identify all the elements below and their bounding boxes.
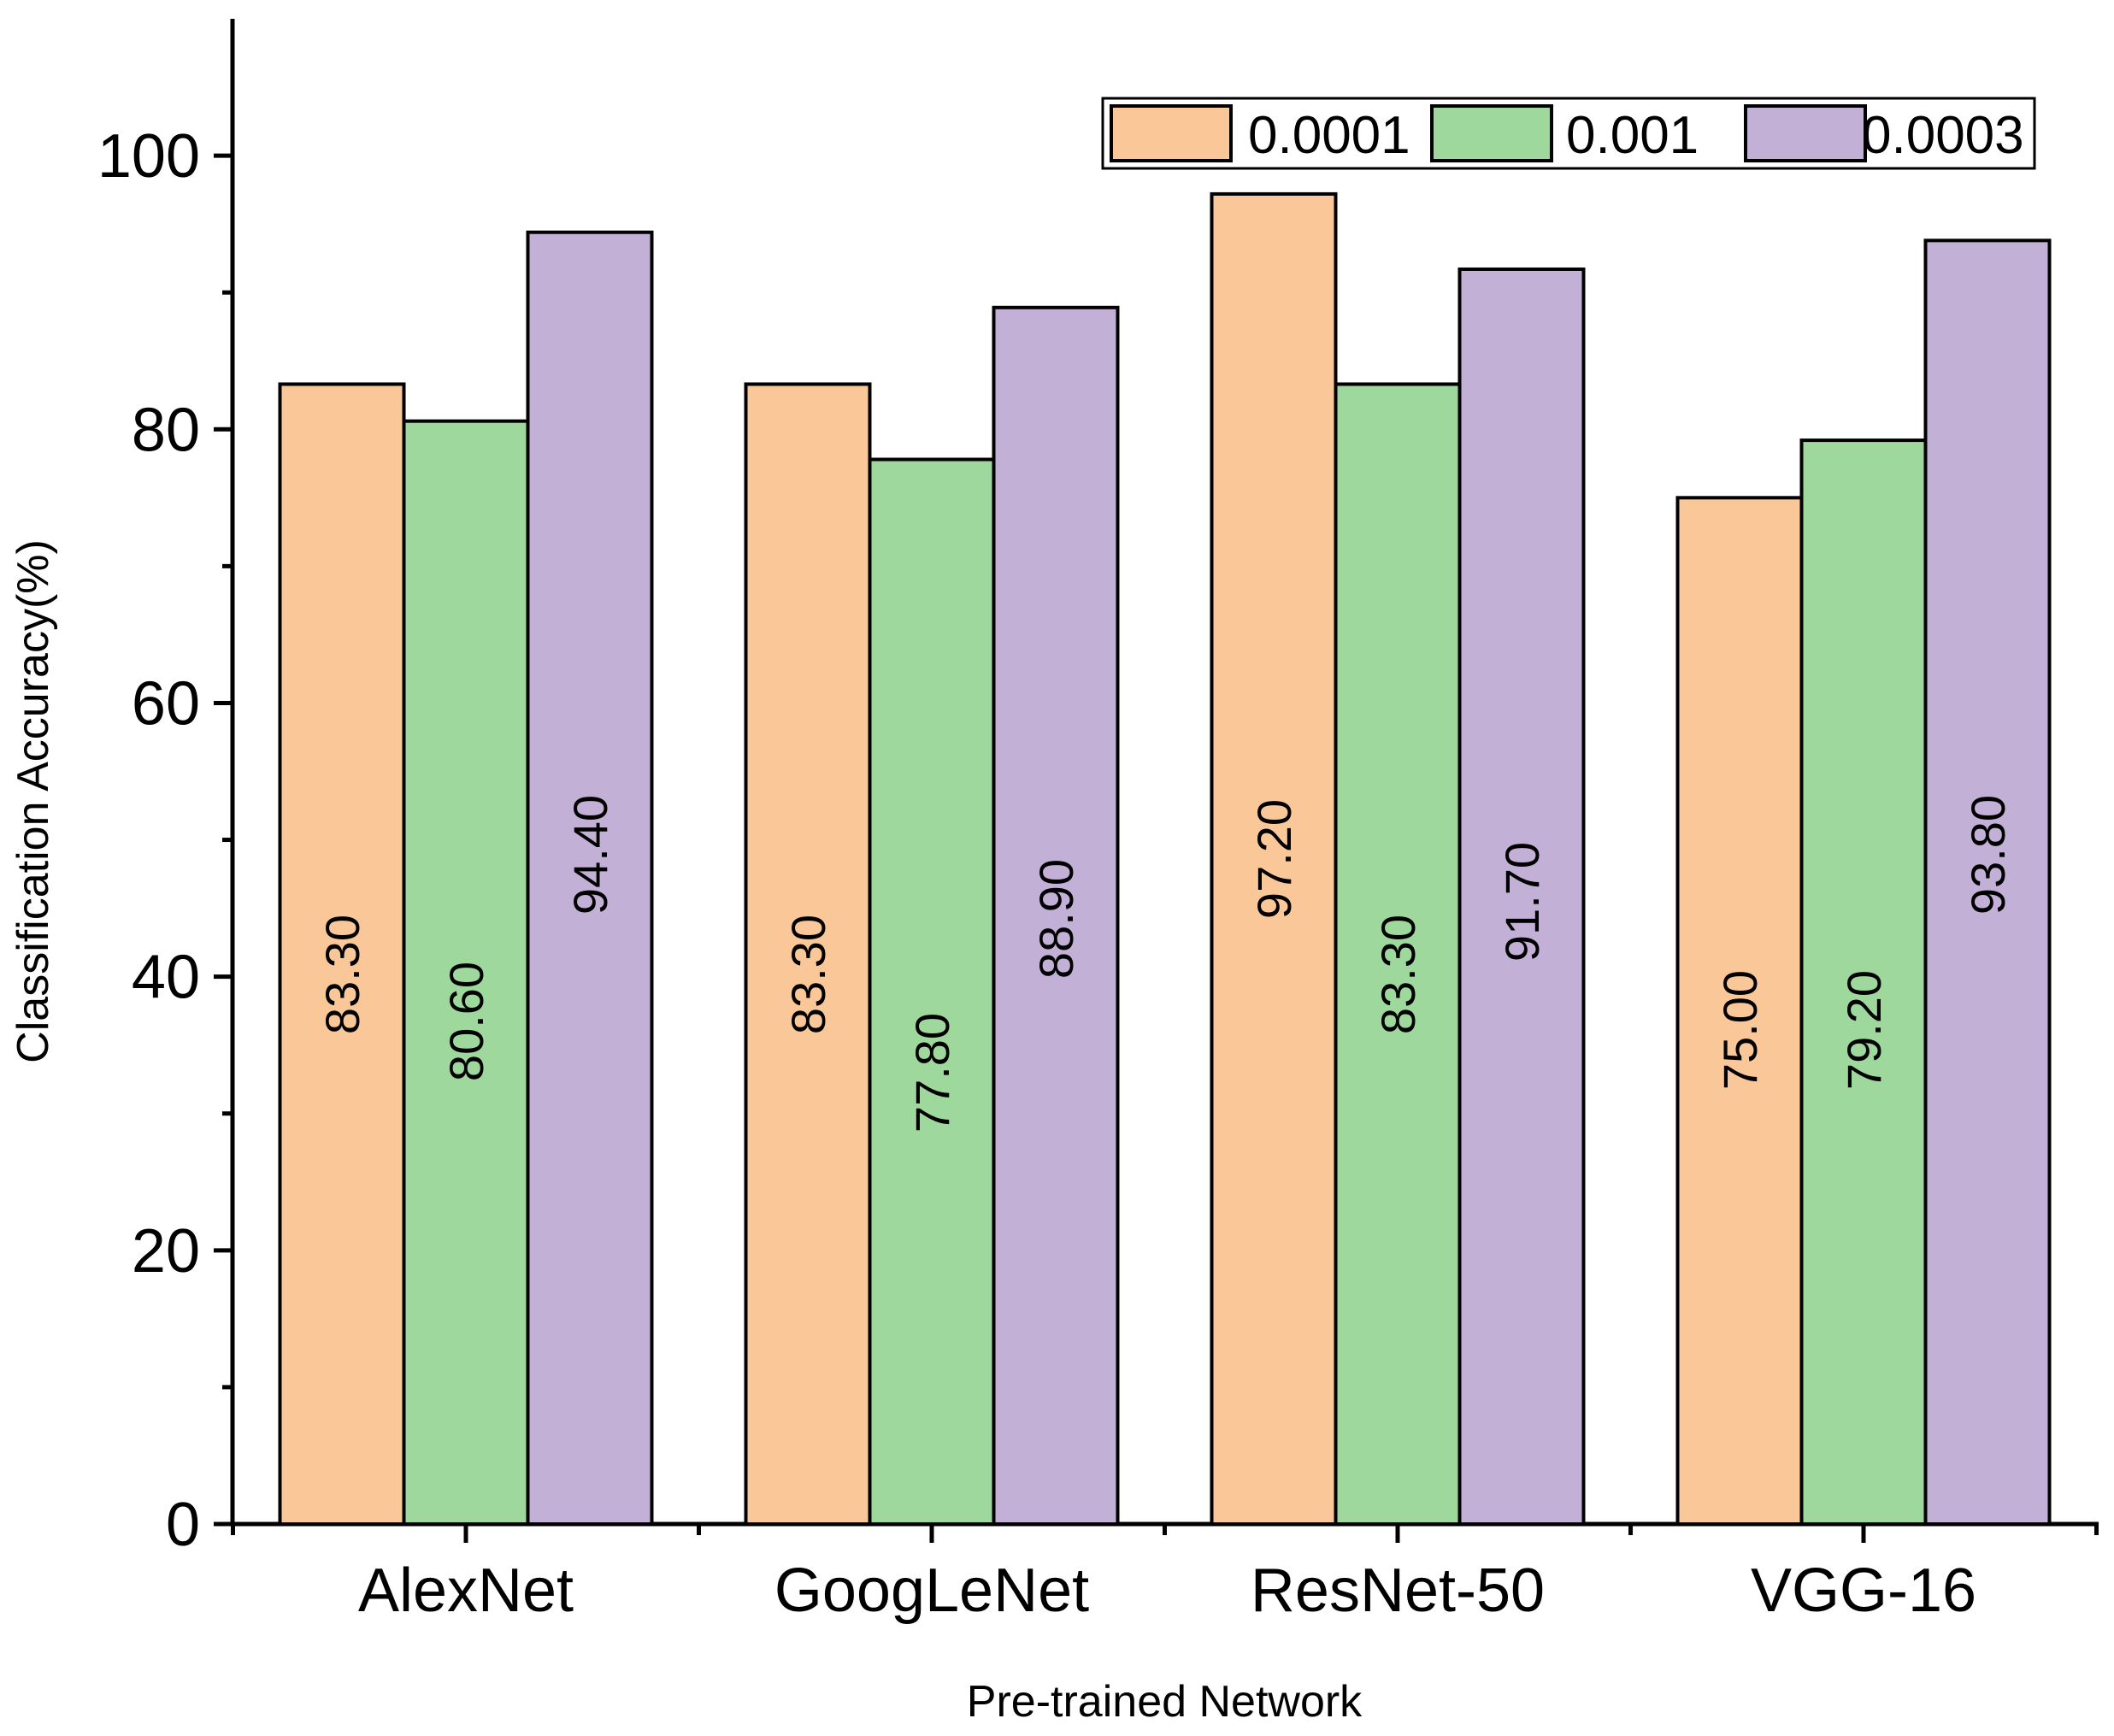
- bar-value-label: 97.20: [1247, 799, 1301, 919]
- bar-value-label: 88.90: [1029, 859, 1083, 979]
- legend-label: 0.0003: [1862, 106, 2024, 165]
- bar-value-label: 79.20: [1837, 970, 1891, 1090]
- bar-googlenet-0_0001: [744, 382, 872, 1526]
- bar-value-label: 91.70: [1495, 842, 1549, 962]
- bar-value-label: 80.60: [439, 962, 493, 1081]
- y-tick-label: 80: [132, 396, 200, 464]
- legend-label: 0.001: [1566, 106, 1699, 165]
- bars: [278, 191, 2052, 1527]
- legend-box: [1101, 97, 2036, 170]
- bar-vgg-16-0_0003: [1923, 238, 2052, 1526]
- x-axis-title: Pre-trained Network: [967, 1677, 1363, 1727]
- x-tick-label: GoogLeNet: [774, 1557, 1089, 1625]
- bar-alexnet-0_001: [402, 419, 530, 1527]
- bar-resnet-50-0_001: [1334, 382, 1462, 1526]
- y-axis-title: Classification Accuracy(%): [9, 539, 58, 1063]
- legend-swatch: [1110, 104, 1233, 162]
- bar-googlenet-0_001: [868, 457, 996, 1527]
- legend: 0.0001 0.001 0.0003: [1101, 97, 2036, 170]
- axes: 0 20 40 60 80 100 AlexNet GoogLeNet ResNet-50 VGG…: [9, 19, 2099, 1727]
- x-tick-label: AlexNet: [358, 1557, 574, 1625]
- legend-swatch: [1430, 104, 1553, 162]
- y-tick-label: 100: [97, 122, 200, 191]
- bar-value-label: 83.30: [781, 915, 835, 1034]
- y-tick-label: 0: [166, 1491, 200, 1559]
- bar-value-label: 75.00: [1713, 970, 1767, 1090]
- bar-value-label: 93.80: [1961, 795, 2015, 915]
- legend-label: 0.0001: [1248, 106, 1410, 165]
- bar-value-labels: 83.30 83.30 97.20 75.00 80.60 77.80 83.30 79.20…: [315, 795, 2015, 1133]
- bar-googlenet-0_0003: [992, 305, 1120, 1526]
- bar-value-label: 83.30: [315, 915, 369, 1034]
- bar-value-label: 83.30: [1371, 915, 1425, 1034]
- bar-value-label: 94.40: [563, 795, 617, 915]
- y-tick-label: 40: [132, 944, 200, 1012]
- y-tick-label: 60: [132, 669, 200, 738]
- bar-alexnet-0_0003: [526, 230, 654, 1526]
- bar-value-label: 77.80: [905, 1013, 959, 1133]
- bar-alexnet-0_0001: [278, 382, 406, 1526]
- x-tick-label: VGG-16: [1751, 1557, 1976, 1625]
- x-tick-label: ResNet-50: [1251, 1557, 1545, 1625]
- bar-resnet-50-0_0003: [1457, 267, 1586, 1527]
- y-tick-label: 20: [132, 1217, 200, 1286]
- legend-swatch: [1744, 104, 1867, 162]
